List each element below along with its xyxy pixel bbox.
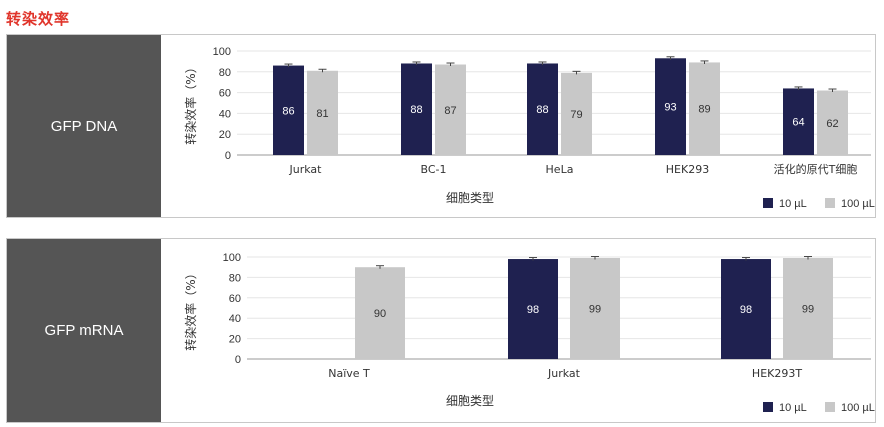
data-label: 81 (316, 108, 328, 120)
y-axis-title: 转染效率（%） (183, 61, 198, 144)
bar-100ul (435, 64, 466, 155)
bar-10ul (721, 259, 771, 359)
bar-10ul (527, 63, 558, 156)
data-label: 79 (570, 109, 582, 121)
panel-label: GFP DNA (7, 35, 161, 217)
bar-100ul (307, 70, 338, 155)
data-label: 86 (282, 105, 294, 117)
bar-10ul (508, 259, 558, 359)
x-tick-label: BC-1 (420, 163, 446, 176)
chart-mrna: 0 20 40 60 80 100 90 Naïve T 98 99 Jurkat 98 99 HEK29… (183, 252, 875, 414)
data-label: 87 (444, 105, 456, 117)
x-axis-title: 细胞类型 (446, 191, 494, 205)
y-tick-label: 20 (219, 129, 231, 141)
page-title: 转染效率 (6, 10, 71, 28)
data-label: 99 (589, 304, 601, 316)
data-label: 88 (536, 104, 548, 116)
legend-swatch (763, 198, 773, 208)
data-label: 90 (374, 308, 386, 320)
data-label: 98 (740, 304, 752, 316)
y-tick-label: 0 (225, 150, 231, 162)
legend-label: 100 µL (841, 402, 875, 414)
x-axis-title: 细胞类型 (446, 394, 494, 408)
x-tick-label: 活化的原代T细胞 (774, 162, 858, 176)
chart-panel-mrna: GFP mRNA 0 20 40 60 80 100 90 Naïve T 98 99 Jurkat… (6, 238, 876, 423)
y-tick-label: 60 (229, 293, 241, 305)
bar-100ul (355, 267, 405, 359)
bar-10ul (783, 88, 814, 155)
x-tick-label: HEK293 (666, 163, 709, 176)
y-tick-label: 80 (219, 67, 231, 79)
legend-label: 10 µL (779, 402, 807, 414)
y-tick-label: 60 (219, 88, 231, 100)
legend-swatch (763, 402, 773, 412)
bar-10ul (655, 58, 686, 155)
bar-100ul (817, 90, 848, 155)
bar-100ul (570, 258, 620, 359)
panel-label: GFP mRNA (7, 239, 161, 422)
y-tick-label: 40 (229, 313, 241, 325)
y-tick-label: 20 (229, 334, 241, 346)
chart-dna: 0 20 40 60 80 100 86 81 Jurkat 88 87 BC-1 88 79 HeLa 93… (183, 46, 875, 210)
legend-label: 10 µL (779, 198, 807, 210)
legend-swatch (825, 402, 835, 412)
data-label: 64 (792, 117, 804, 129)
legend-label: 100 µL (841, 198, 875, 210)
x-tick-label: HeLa (546, 163, 574, 176)
data-label: 89 (698, 104, 710, 116)
legend-swatch (825, 198, 835, 208)
bar-100ul (783, 258, 833, 359)
x-tick-label: Jurkat (289, 163, 323, 176)
bar-10ul (401, 63, 432, 156)
bar-10ul (273, 65, 304, 155)
data-label: 98 (527, 304, 539, 316)
y-tick-label: 100 (213, 46, 231, 58)
y-tick-label: 100 (223, 252, 241, 264)
bar-100ul (689, 62, 720, 155)
y-tick-label: 40 (219, 108, 231, 120)
x-tick-label: HEK293T (752, 367, 802, 380)
data-label: 62 (826, 118, 838, 130)
x-tick-label: Jurkat (547, 367, 581, 380)
y-tick-label: 0 (235, 354, 241, 366)
data-label: 88 (410, 104, 422, 116)
data-label: 93 (664, 102, 676, 114)
chart-panel-dna: GFP DNA 0 20 40 60 80 100 86 81 Jurkat 88 87 BC-1 88… (6, 34, 876, 218)
y-axis-title: 转染效率（%） (183, 267, 198, 350)
y-tick-label: 80 (229, 272, 241, 284)
x-tick-label: Naïve T (328, 367, 370, 380)
data-label: 99 (802, 304, 814, 316)
bar-100ul (561, 72, 592, 155)
